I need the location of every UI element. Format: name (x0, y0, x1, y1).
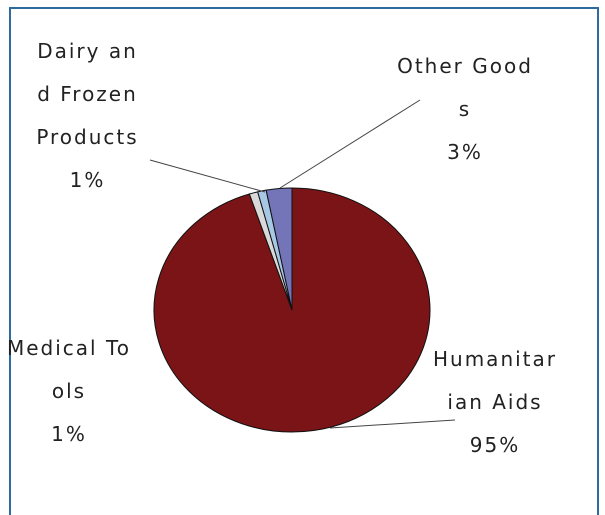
value-label: 1% (51, 422, 87, 446)
category-label: Medical Tools (6, 336, 132, 403)
slice-label: Humanitarian Aids 95% (430, 338, 560, 467)
frame (9, 7, 599, 515)
slice-label: Dairy and Frozen Products 1% (30, 30, 145, 202)
slice-label: Medical Tools 1% (4, 327, 134, 456)
leader-line (329, 419, 456, 429)
leader-line (279, 99, 421, 189)
value-label: 95% (469, 433, 521, 457)
value-label: 1% (69, 168, 106, 192)
category-label: Other Goods (397, 54, 533, 121)
pie-slice (265, 187, 293, 311)
leader-line (149, 159, 266, 193)
value-label: 3% (447, 140, 483, 164)
category-label: Dairy and Frozen Products (36, 39, 139, 149)
slice-label: Other Goods 3% (395, 45, 535, 174)
category-label: Humanitarian Aids (432, 347, 557, 414)
